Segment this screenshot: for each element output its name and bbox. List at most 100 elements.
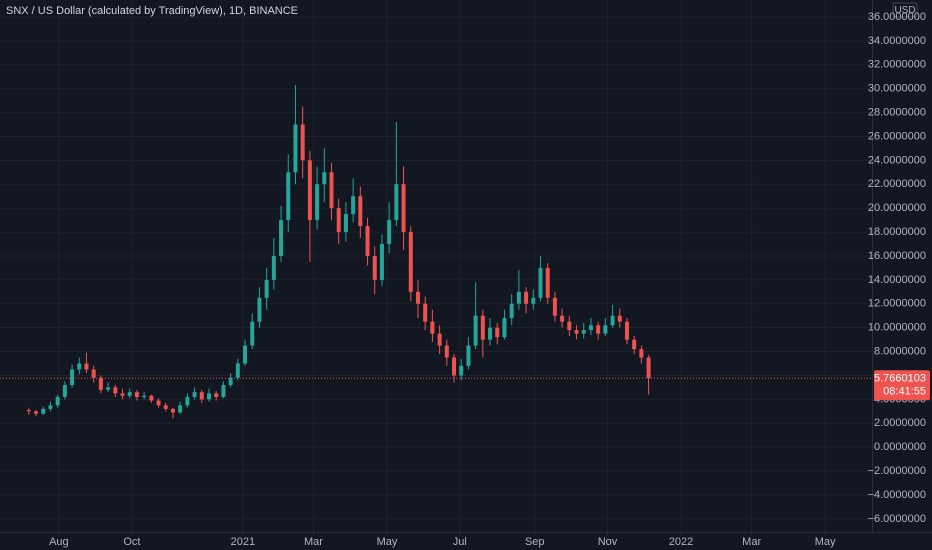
y-tick-label: 14.0000000 [868,274,926,286]
x-tick-label: Mar [304,536,323,548]
candle-body [192,392,197,397]
candle-body [516,291,521,304]
y-tick-label: 28.0000000 [868,106,926,118]
candle-body [545,267,550,298]
candle-body [48,405,53,409]
candle-body [437,333,442,346]
candle-body [617,315,622,322]
candle-body [466,345,471,366]
candle-body [502,318,507,338]
candle-body [228,377,233,386]
candle-body [329,172,334,209]
countdown-label: 08:41:55 [883,386,926,398]
candle-body [134,392,139,397]
symbol-title: SNX / US Dollar (calculated by TradingVi… [6,5,298,17]
candle-body [286,172,291,221]
candle-body [473,315,478,346]
candle-body [250,321,255,346]
candle-body [610,315,615,326]
candle-body [322,172,327,185]
candle-body [26,410,31,412]
x-tick-label: Mar [742,536,761,548]
candle-body [538,267,543,298]
candle-body [509,303,514,319]
x-tick-label: 2021 [231,536,255,548]
candle-body [55,396,60,406]
candle-body [34,411,39,414]
candle-body [365,226,370,256]
candle-body [221,385,226,397]
y-tick-label: 18.0000000 [868,226,926,238]
candle-body [98,377,103,390]
candle-body [408,232,413,292]
y-tick-label: −6.0000000 [868,513,926,525]
candle-body [70,369,75,386]
candle-body [106,387,111,390]
candle-body [639,349,644,358]
candle-body [163,405,168,409]
y-tick-label: 12.0000000 [868,298,926,310]
candle-body [113,387,118,394]
y-tick-label: −2.0000000 [868,465,926,477]
candle-body [199,392,204,400]
price-label-bg [874,370,930,401]
candle-body [206,393,211,400]
candle-body [84,363,89,370]
price-label: 5.7660103 [874,373,926,385]
candle-body [574,330,579,334]
candle-body [444,345,449,358]
candle-body [336,208,341,233]
y-tick-label: 36.0000000 [868,11,926,23]
candle-body [120,393,125,396]
candle-body [401,184,406,233]
y-tick-label: 26.0000000 [868,130,926,142]
candle-body [156,400,161,406]
grid [0,0,872,532]
candle-body [185,396,190,406]
candle-body [178,405,183,413]
y-tick-label: 20.0000000 [868,202,926,214]
candle-body [581,330,586,334]
candle-body [488,327,493,340]
candle-body [127,392,132,396]
candle-body [77,363,82,370]
candle-body [264,279,269,298]
y-tick-label: 8.0000000 [874,345,926,357]
candle-body [603,325,608,334]
candle-body [170,408,175,413]
y-tick-label: −4.0000000 [868,489,926,501]
candle-body [495,327,500,338]
y-tick-label: 0.0000000 [874,441,926,453]
currency-button[interactable] [892,2,918,18]
candle-body [459,365,464,376]
candle-body [632,339,637,350]
candle-body [596,325,601,334]
x-tick-label: Oct [123,536,140,548]
x-tick-label: Nov [598,536,618,548]
candle-body [379,244,384,280]
candle-body [358,196,363,227]
y-tick-label: 32.0000000 [868,59,926,71]
candle-body [149,395,154,401]
candle-body [560,315,565,322]
candle-body [394,184,399,221]
candle-body [452,357,457,376]
y-tick-label: 2.0000000 [874,417,926,429]
x-tick-label: Sep [525,536,545,548]
y-tick-label: 30.0000000 [868,83,926,95]
x-tick-label: May [377,536,398,548]
candle-body [343,214,348,233]
candle-body [351,196,356,215]
candle-body [531,297,536,304]
candle-body [257,297,262,322]
candle-body [300,124,305,161]
candle-body [387,220,392,245]
candle-body [415,291,420,304]
candle-body [423,303,428,322]
candle-body [41,408,46,414]
currency-label[interactable]: USD [894,5,915,16]
candle-body [293,124,298,173]
